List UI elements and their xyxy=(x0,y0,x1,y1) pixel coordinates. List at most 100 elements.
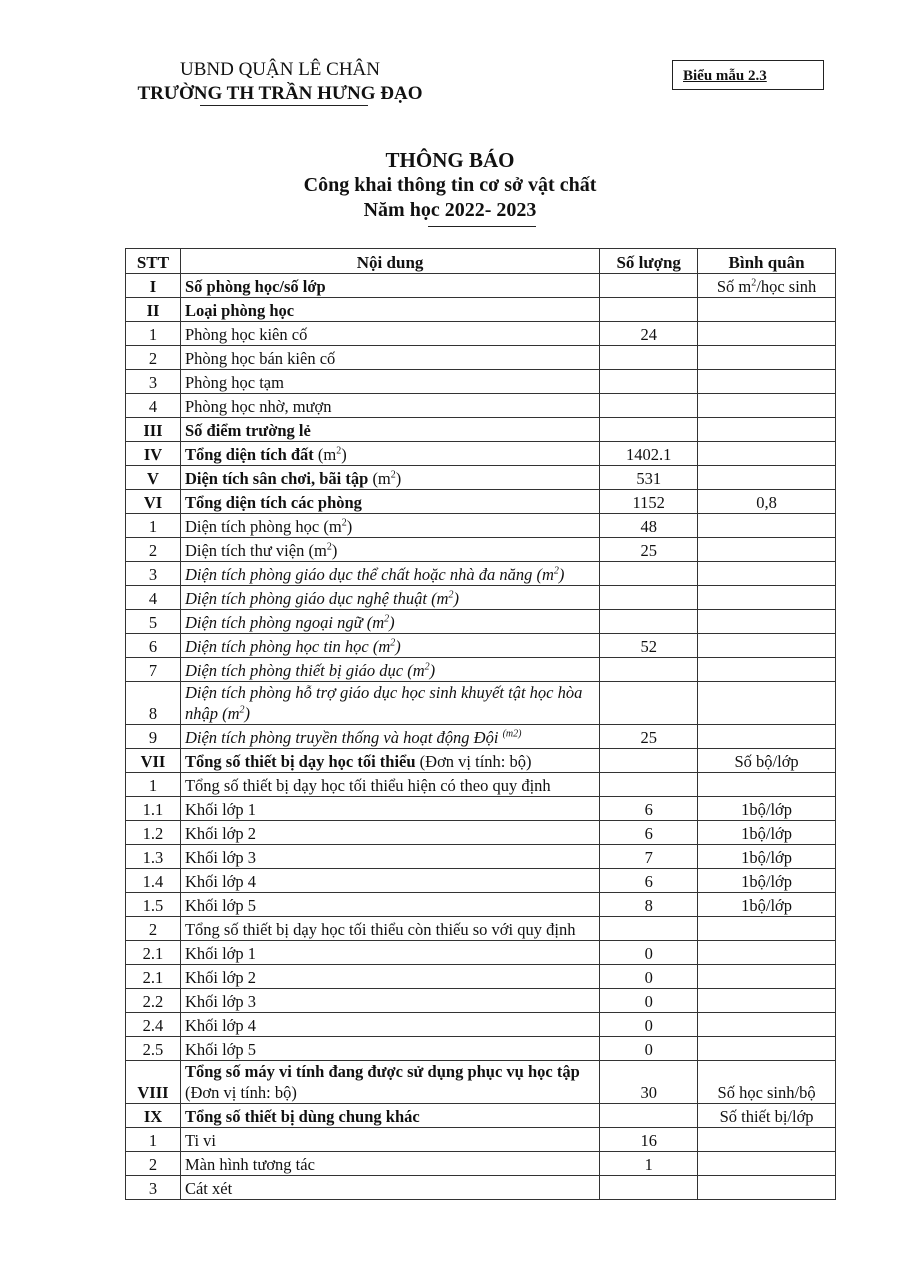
row-quantity: 24 xyxy=(599,321,699,346)
content-unit: (m xyxy=(372,637,391,656)
content-unit-end: ) xyxy=(346,517,353,536)
content-text: Phòng học nhờ, mượn xyxy=(184,397,332,416)
content-unit: (m xyxy=(372,469,391,488)
table-row: 2 Diện tích thư viện (m2) 25 xyxy=(125,537,836,562)
table-header-row: STT Nội dung Số lượng Bình quân xyxy=(125,248,836,274)
col-header-content: Nội dung xyxy=(179,248,601,274)
content-superscript: 2 xyxy=(390,469,396,481)
content-text: Số điểm trường lẻ xyxy=(184,421,311,440)
content-unit: (m xyxy=(366,613,385,632)
row-stt: 2 xyxy=(125,345,181,370)
row-quantity: 6 xyxy=(599,796,699,821)
table-row: 8 Diện tích phòng hỗ trợ giáo dục học sin… xyxy=(125,681,836,725)
table-row: 1 Ti vi 16 xyxy=(125,1127,836,1152)
row-content: Loại phòng học xyxy=(179,297,601,322)
content-unit: (m xyxy=(222,704,240,723)
average-text: Số học sinh/bộ xyxy=(717,1083,816,1102)
content-unit-end: ) xyxy=(429,661,436,680)
content-text: Tổng số thiết bị dạy học tối thiểu còn t… xyxy=(184,920,576,939)
title-underline xyxy=(428,226,536,227)
row-quantity xyxy=(599,1175,699,1200)
average-text: 1bộ/lớp xyxy=(741,896,793,915)
row-quantity: 25 xyxy=(599,537,699,562)
row-quantity xyxy=(599,393,699,418)
row-average xyxy=(697,724,836,749)
org-school: TRƯỜNG TH TRẦN HƯNG ĐẠO xyxy=(137,83,423,104)
content-text: Số phòng học/số lớp xyxy=(184,277,326,296)
row-average xyxy=(697,772,836,797)
row-content: Khối lớp 2 xyxy=(179,964,601,989)
form-number: Biểu mẫu 2.3 xyxy=(683,68,767,84)
content-unit-note: (Đơn vị tính: bộ) xyxy=(184,1083,297,1102)
row-stt: 1 xyxy=(125,321,181,346)
content-unit-end: ) xyxy=(395,637,401,656)
table-row: VI Tổng diện tích các phòng 1152 0,8 xyxy=(125,489,836,514)
table-row: III Số điểm trường lẻ xyxy=(125,417,836,442)
row-content: Diện tích phòng truyền thống và hoạt độn… xyxy=(179,724,601,749)
row-stt: VIII xyxy=(125,1060,181,1104)
row-quantity xyxy=(599,585,699,610)
content-text: Tổng số thiết bị dạy học tối thiểu hiện … xyxy=(184,776,551,795)
content-text: Tổng số thiết bị dùng chung khác xyxy=(184,1107,420,1126)
content-text: Khối lớp 1 xyxy=(184,800,257,819)
row-stt: 7 xyxy=(125,657,181,682)
average-superscript: 2 xyxy=(751,277,757,289)
content-text: Loại phòng học xyxy=(184,301,295,320)
row-stt: 4 xyxy=(125,393,181,418)
content-text: Tổng số máy vi tính đang được sử dụng ph… xyxy=(184,1062,580,1081)
row-stt: 3 xyxy=(125,369,181,394)
row-content: Tổng số thiết bị dạy học tối thiểu hiện … xyxy=(179,772,601,797)
facilities-table: STT Nội dung Số lượng Bình quân I Số phòn… xyxy=(125,248,836,1200)
table-row: 1.4 Khối lớp 4 6 1bộ/lớp xyxy=(125,868,836,893)
content-text: Diện tích phòng giáo dục nghệ thuật xyxy=(184,589,432,608)
row-average xyxy=(697,369,836,394)
row-quantity xyxy=(599,609,699,634)
content-text: Phòng học kiên cố xyxy=(184,325,308,344)
row-content: Diện tích phòng học tin học (m2) xyxy=(179,633,601,658)
row-average: Số học sinh/bộ xyxy=(697,1060,836,1104)
content-superscript: 2 xyxy=(239,704,245,716)
row-stt: VII xyxy=(125,748,181,773)
school-year: Năm học 2022- 2023 xyxy=(363,199,537,221)
row-average xyxy=(697,321,836,346)
content-text: Diện tích sân chơi, bãi tập xyxy=(184,469,373,488)
row-content: Diện tích phòng giáo dục nghệ thuật (m2) xyxy=(179,585,601,610)
table-row: 1 Diện tích phòng học (m2) 48 xyxy=(125,513,836,538)
table-row: IX Tổng số thiết bị dùng chung khác Số thi… xyxy=(125,1103,836,1128)
row-quantity: 48 xyxy=(599,513,699,538)
document-subtitle: Công khai thông tin cơ sở vật chất xyxy=(303,174,597,196)
row-average xyxy=(697,964,836,989)
row-stt: 2.4 xyxy=(125,1012,181,1037)
row-quantity xyxy=(599,1103,699,1128)
table-row: V Diện tích sân chơi, bãi tập (m2) 531 xyxy=(125,465,836,490)
content-unit-end: ) xyxy=(341,445,347,464)
content-text: Diện tích phòng học xyxy=(184,517,324,536)
average-text: 0,8 xyxy=(756,493,777,512)
content-text: Diện tích phòng hỗ trợ giáo dục học sinh… xyxy=(184,683,583,723)
table-row: 2.4 Khối lớp 4 0 xyxy=(125,1012,836,1037)
row-average: 1bộ/lớp xyxy=(697,820,836,845)
row-quantity: 8 xyxy=(599,892,699,917)
row-stt: 3 xyxy=(125,561,181,586)
row-quantity: 6 xyxy=(599,868,699,893)
row-average xyxy=(697,681,836,725)
table-row: I Số phòng học/số lớp Số m2/học sinh xyxy=(125,273,836,298)
content-unit-end: ) xyxy=(331,541,338,560)
row-quantity: 30 xyxy=(599,1060,699,1104)
row-content: Phòng học nhờ, mượn xyxy=(179,393,601,418)
content-text: Diện tích phòng thiết bị giáo dục xyxy=(184,661,408,680)
row-stt: 2.1 xyxy=(125,964,181,989)
row-stt: V xyxy=(125,465,181,490)
row-average: 1bộ/lớp xyxy=(697,796,836,821)
row-quantity: 0 xyxy=(599,1012,699,1037)
row-content: Diện tích phòng học (m2) xyxy=(179,513,601,538)
row-quantity xyxy=(599,657,699,682)
table-row: 1.5 Khối lớp 5 8 1bộ/lớp xyxy=(125,892,836,917)
row-stt: IX xyxy=(125,1103,181,1128)
row-quantity: 1152 xyxy=(599,489,699,514)
average-text: 1bộ/lớp xyxy=(741,800,793,819)
row-quantity: 7 xyxy=(599,844,699,869)
table-row: II Loại phòng học xyxy=(125,297,836,322)
row-content: Tổng diện tích đất (m2) xyxy=(179,441,601,466)
row-stt: 1.4 xyxy=(125,868,181,893)
